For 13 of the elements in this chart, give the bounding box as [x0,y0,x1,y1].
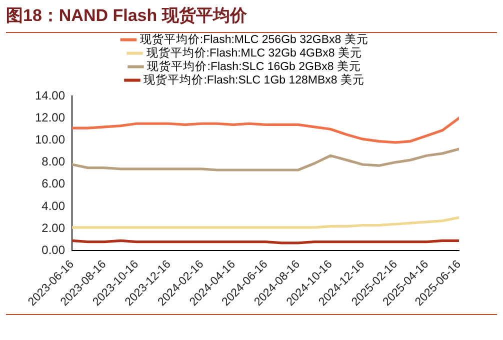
legend-label: 现货平均价:Flash:SLC 1Gb 128MBx8 美元 [144,72,365,86]
y-tick-label: 4.00 [42,198,66,213]
y-tick-label: 6.00 [42,176,66,191]
y-tick-label: 8.00 [42,154,66,169]
legend-label: 现货平均价:Flash:SLC 16Gb 2GBx8 美元 [147,58,362,73]
chart-title: 图18：NAND Flash 现货平均价 [6,4,497,33]
legend-label: 现货平均价:Flash:MLC 256Gb 32GBx8 美元 [140,32,368,46]
y-tick-label: 12.00 [35,110,66,124]
legend-label: 现货平均价:Flash:MLC 32Gb 4GBx8 美元 [146,45,362,60]
y-tick-label: 14.00 [35,88,66,102]
y-tick-label: 0.00 [42,242,66,257]
y-tick-label: 10.00 [35,132,66,146]
y-tick-label: 2.00 [42,220,66,235]
